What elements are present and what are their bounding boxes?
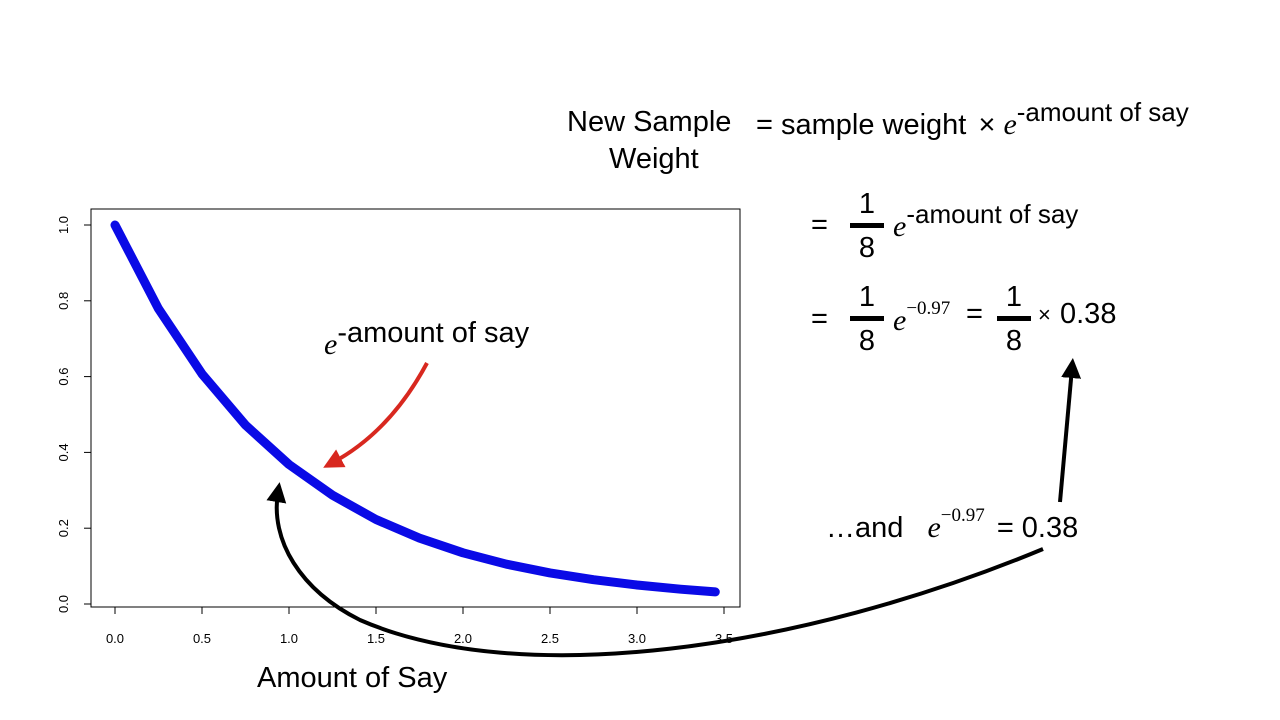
step3-fraction-bar-2 [997,316,1031,321]
formula-exponent: -amount of say [1016,97,1189,127]
note: …and e−0.97 = 0.38 [826,506,1079,544]
note-suffix: = 0.38 [996,512,1079,544]
step2-equals: = [811,209,828,241]
step3-equals-2: = [966,298,983,330]
red-arrow [323,362,429,468]
step2-exponent: -amount of say [906,199,1079,229]
x-tick-label: 1.0 [280,631,298,646]
y-tick-label: 0.0 [56,595,71,613]
x-tick-label: 3.0 [628,631,646,646]
note-exponent: −0.97 [940,505,985,526]
step3-fraction: 1 8 [850,283,884,356]
step3-times: × [1038,302,1051,327]
formula-times: × [978,109,996,141]
y-tick-label: 1.0 [56,216,71,234]
step3-numerator: 1 [858,281,876,313]
step2-numerator: 1 [858,188,876,220]
black-arrow-to-curve [266,482,1044,658]
x-tick-label: 1.5 [367,631,385,646]
plot-frame [90,208,741,608]
x-tick-label: 0.5 [193,631,211,646]
x-tick-label: 2.0 [454,631,472,646]
step3-exponent: −0.97 [906,298,951,319]
formula-e: e [1003,108,1017,141]
chart-annotation: e-amount of say [324,317,530,360]
step3-e: e [893,304,907,337]
x-axis-label: Amount of Say [257,662,448,694]
series-line [110,220,720,597]
step3-equals: = [811,303,828,335]
formula-lhs-line1: New Sample [567,106,732,138]
y-tick-label: 0.4 [56,443,71,461]
x-tick-label: 2.5 [541,631,559,646]
chart-annotation-exponent: -amount of say [337,317,530,349]
step3-value: 0.38 [1060,298,1117,330]
black-arrow-to-value [1058,358,1082,503]
formula-rhs: = sample weight × e-amount of say [756,99,1189,141]
step2-exp-term: e-amount of say [893,201,1078,243]
step2-fraction-bar [850,223,884,228]
step3-denominator: 8 [858,325,876,357]
step2-fraction: 1 8 [850,190,884,263]
note-e: e [927,511,941,544]
x-tick-label: 0.0 [106,631,124,646]
step3-numerator-2: 1 [1005,281,1023,313]
note-prefix: …and [826,512,904,544]
step2-denominator: 8 [858,232,876,264]
formula-rhs-text: = sample weight [756,109,967,141]
step3-denominator-2: 8 [1005,325,1023,357]
step3-fraction-2: 1 8 [997,283,1031,356]
y-axis-ticks: 0.0 0.2 0.4 0.6 0.8 1.0 [56,216,91,613]
y-tick-label: 0.2 [56,519,71,537]
y-tick-label: 0.6 [56,368,71,386]
step3-fraction-bar [850,316,884,321]
chart-annotation-e: e [324,328,338,361]
step3-exp-term: e−0.97 [893,299,950,337]
y-tick-label: 0.8 [56,292,71,310]
formula-lhs-line2: Weight [609,143,699,175]
step2-e: e [893,210,907,243]
